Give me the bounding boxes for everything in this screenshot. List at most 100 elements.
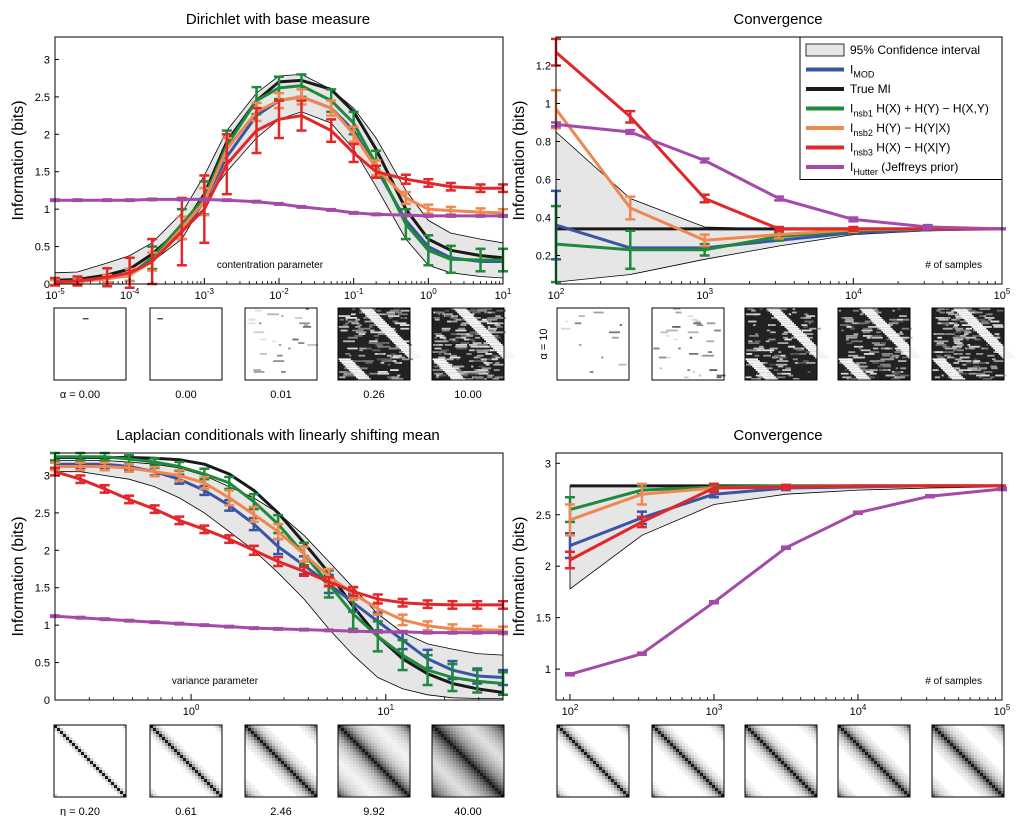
thumbnail-pixel <box>386 752 390 756</box>
thumbnail-pixel <box>709 369 718 371</box>
thumbnail-pixel <box>501 725 505 729</box>
thumbnail-pixel <box>359 728 363 732</box>
thumbnail-pixel <box>578 755 582 759</box>
thumbnail-pixel <box>859 731 863 735</box>
thumbnail-pixel <box>611 788 615 792</box>
thumbnail-pixel <box>432 755 436 759</box>
thumbnail-pixel <box>350 770 354 774</box>
thumbnail-pixel <box>676 746 680 750</box>
thumbnail-pixel <box>468 776 472 780</box>
thumbnail-pixel <box>875 344 884 346</box>
thumbnail-pixel <box>495 764 499 768</box>
y-tick-label: 0.5 <box>35 242 50 254</box>
thumbnail-pixel <box>745 743 749 747</box>
thumbnail-pixel <box>344 767 348 771</box>
thumbnail-pixel <box>462 782 466 786</box>
thumbnail-pixel <box>605 779 609 783</box>
thumbnail-pixel <box>883 788 887 792</box>
thumbnail-pixel <box>435 794 439 798</box>
thumbnail-pixel <box>377 728 381 732</box>
thumbnail-pixel <box>661 794 665 798</box>
thumbnail-pixel <box>682 770 686 774</box>
thumbnail-pixel <box>769 749 773 753</box>
thumbnail-pixel <box>392 785 396 789</box>
thumbnail-pixel <box>802 767 806 771</box>
thumbnail-pixel <box>389 743 393 747</box>
thumbnail-frame <box>149 724 223 798</box>
thumbnail-pixel <box>972 335 981 337</box>
thumbnail-pixel <box>901 734 905 738</box>
thumbnail-pixel <box>608 767 612 771</box>
thumbnail-pixel <box>483 761 487 765</box>
thumbnail-pixel <box>352 308 356 310</box>
thumbnail-diagonal <box>766 308 780 310</box>
thumbnail-pixel <box>359 788 363 792</box>
thumbnail-pixel <box>489 779 493 783</box>
thumbnail-pixel <box>953 340 961 343</box>
thumbnail-diagonal <box>991 345 1005 348</box>
thumbnail-pixel <box>658 725 662 729</box>
thumbnail-pixel <box>389 728 393 732</box>
thumbnail-pixel <box>432 791 436 795</box>
thumbnail-pixel <box>796 770 800 774</box>
thumbnail-pixel <box>706 791 710 795</box>
thumbnail-diagonal <box>902 351 916 353</box>
thumbnail-pixel <box>404 794 408 798</box>
thumbnail-pixel <box>872 347 879 350</box>
thumbnail-pixel <box>387 363 391 366</box>
thumbnail-pixel <box>880 363 883 366</box>
thumbnail-pixel <box>380 743 384 747</box>
thumbnail-pixel <box>444 737 448 741</box>
thumbnail-pixel <box>676 755 680 759</box>
thumbnail-diagonal <box>448 374 462 377</box>
thumbnail-pixel <box>787 779 791 783</box>
thumbnail-pixel <box>495 728 499 732</box>
thumbnail-pixel <box>259 338 267 341</box>
thumbnail-pixel <box>471 734 475 738</box>
thumbnail-pixel <box>450 752 454 756</box>
thumbnail-pixel <box>584 749 588 753</box>
thumbnail-pixel <box>861 329 873 332</box>
thumbnail-pixel <box>892 725 896 729</box>
thumbnail-pixel <box>480 770 484 774</box>
thumbnail-pixel <box>464 335 474 337</box>
thumbnail-pixel <box>863 353 875 355</box>
thumbnail-pixel <box>368 743 372 747</box>
thumbnail-pixel <box>965 740 969 744</box>
thumbnail-pixel <box>386 737 390 741</box>
thumbnail-pixel <box>368 734 372 738</box>
thumbnail-diagonal <box>459 313 472 316</box>
thumbnail-pixel <box>355 326 361 328</box>
thumbnail-pixel <box>438 785 442 789</box>
thumbnail-pixel <box>869 372 877 375</box>
thumbnail-pixel <box>314 791 318 795</box>
thumbnail-pixel <box>617 791 621 795</box>
thumbnail-pixel <box>760 728 764 732</box>
thumbnail-pixel <box>679 746 683 750</box>
thumbnail-pixel <box>281 315 284 317</box>
y-axis-label: Information (bits) <box>511 516 528 636</box>
thumbnail-pixel <box>108 776 112 780</box>
thumbnail-pixel <box>165 734 169 738</box>
thumbnail-pixel <box>942 327 953 330</box>
thumbnail-pixel <box>275 761 279 765</box>
thumbnail-pixel <box>207 785 211 789</box>
thumbnail-pixel <box>275 758 279 762</box>
thumbnail-pixel <box>371 749 375 753</box>
thumbnail-pixel <box>495 782 499 786</box>
thumbnail-pixel <box>623 779 627 783</box>
thumbnail-pixel <box>407 749 411 753</box>
thumbnail-pixel <box>481 318 487 321</box>
thumbnail-pixel <box>889 767 893 771</box>
thumbnail-pixel <box>447 791 451 795</box>
thumbnail-pixel <box>667 749 671 753</box>
thumbnail-pixel <box>569 725 573 729</box>
thumbnail-pixel <box>696 320 700 323</box>
thumbnail-pixel <box>676 734 680 738</box>
thumbnail-pixel <box>685 746 689 750</box>
thumbnail-pixel <box>907 737 911 741</box>
thumbnail-pixel <box>976 353 984 355</box>
thumbnail-pixel <box>938 737 942 741</box>
thumbnail-pixel <box>441 743 445 747</box>
thumbnail-diagonal <box>377 326 391 328</box>
